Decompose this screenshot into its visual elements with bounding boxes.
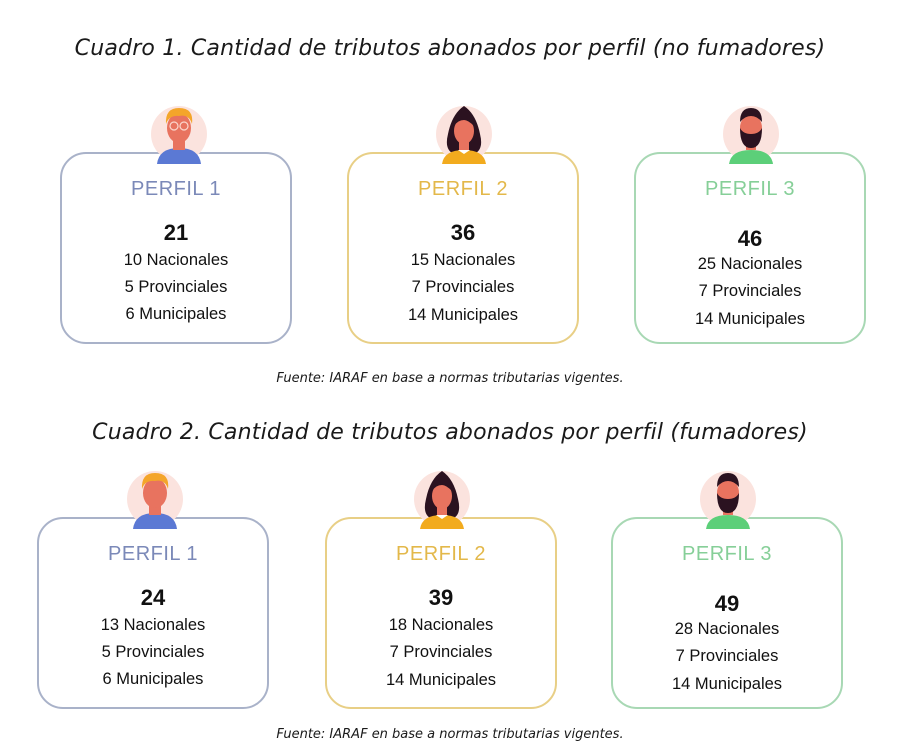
profile-municipales: 14 Municipales [671, 675, 783, 693]
table-1-title: Cuadro 1. Cantidad de tributos abonados … [74, 36, 826, 61]
profile-total: 24 [140, 585, 166, 610]
profile-label: PERFIL 1 [131, 178, 221, 200]
table-2-title: Cuadro 2. Cantidad de tributos abonados … [92, 420, 808, 445]
man-blond-glasses-avatar-icon [149, 104, 209, 164]
profile-card-2: PERFIL 2 36 15 Nacionales 7 Provinciales… [347, 152, 579, 344]
profile-municipales: 6 Municipales [102, 670, 204, 688]
profile-label: PERFIL 3 [705, 178, 795, 200]
profile-label: PERFIL 3 [682, 543, 772, 565]
profile-provinciales: 5 Provinciales [124, 278, 228, 296]
profile-nacionales: 28 Nacionales [674, 620, 780, 638]
profile-total: 46 [737, 226, 763, 251]
woman-dark-hair-avatar-icon [434, 104, 494, 164]
profile-label: PERFIL 2 [396, 543, 486, 565]
man-beard-avatar-icon [721, 104, 781, 164]
profile-total: 49 [714, 591, 740, 616]
profile-card-1: PERFIL 1 21 10 Nacionales 5 Provinciales… [60, 152, 292, 344]
profile-total: 36 [450, 220, 476, 245]
profile-nacionales: 18 Nacionales [388, 616, 494, 634]
profile-provinciales: 7 Provinciales [698, 282, 802, 300]
profile-provinciales: 7 Provinciales [389, 643, 493, 661]
profile-card-3: PERFIL 3 49 28 Nacionales 7 Provinciales… [611, 517, 843, 709]
profile-nacionales: 25 Nacionales [697, 255, 803, 273]
man-blond-avatar-icon [125, 469, 185, 529]
profile-provinciales: 5 Provinciales [101, 643, 205, 661]
profile-label: PERFIL 2 [418, 178, 508, 200]
table-1-source: Fuente: IARAF en base a normas tributari… [276, 371, 624, 386]
woman-dark-hair-avatar-icon [412, 469, 472, 529]
table-2-source: Fuente: IARAF en base a normas tributari… [276, 727, 624, 742]
profile-municipales: 14 Municipales [694, 310, 806, 328]
profile-nacionales: 13 Nacionales [100, 616, 206, 634]
profile-card-3: PERFIL 3 46 25 Nacionales 7 Provinciales… [634, 152, 866, 344]
profile-label: PERFIL 1 [108, 543, 198, 565]
profile-municipales: 6 Municipales [125, 305, 227, 323]
profile-municipales: 14 Municipales [385, 671, 497, 689]
profile-nacionales: 10 Nacionales [123, 251, 229, 269]
profile-total: 21 [163, 220, 189, 245]
profile-provinciales: 7 Provinciales [675, 647, 779, 665]
profile-total: 39 [428, 585, 454, 610]
profile-nacionales: 15 Nacionales [410, 251, 516, 269]
man-beard-avatar-icon [698, 469, 758, 529]
profile-municipales: 14 Municipales [407, 306, 519, 324]
profile-provinciales: 7 Provinciales [411, 278, 515, 296]
profile-card-2: PERFIL 2 39 18 Nacionales 7 Provinciales… [325, 517, 557, 709]
profile-card-1: PERFIL 1 24 13 Nacionales 5 Provinciales… [37, 517, 269, 709]
